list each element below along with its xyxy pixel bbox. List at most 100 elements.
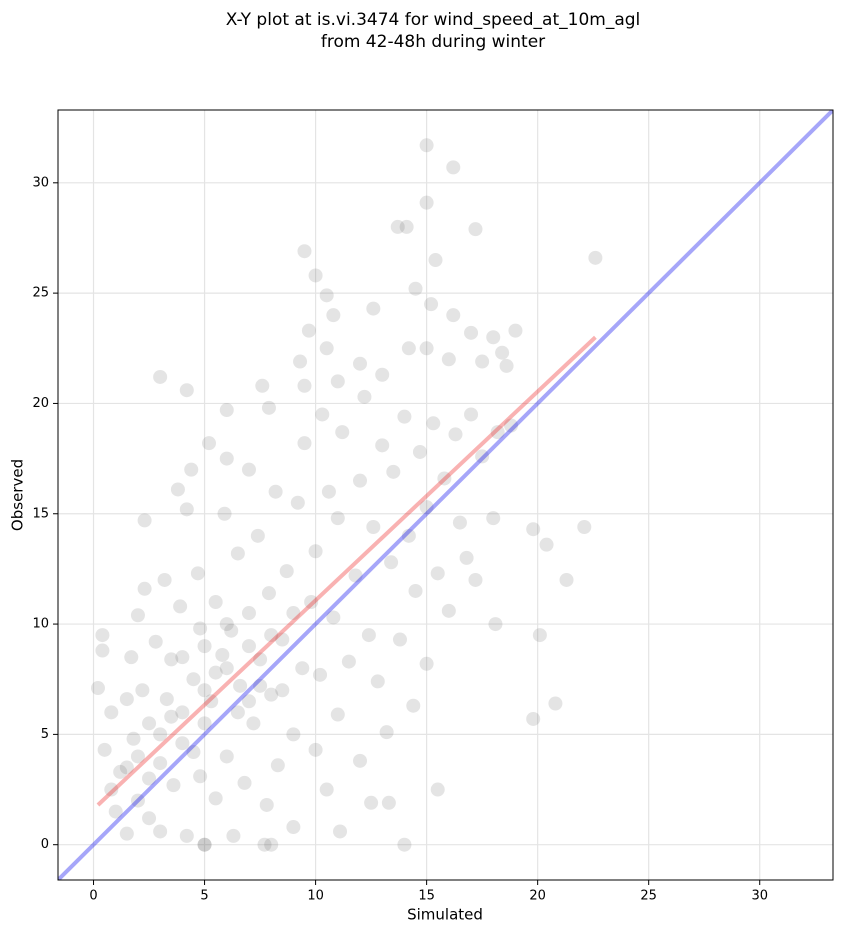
point	[386, 464, 401, 479]
point	[219, 617, 234, 632]
point	[341, 654, 356, 669]
point	[297, 244, 312, 259]
point	[319, 341, 334, 356]
point	[446, 160, 461, 175]
plot-frame	[57, 109, 834, 881]
point	[286, 727, 301, 742]
point	[170, 482, 185, 497]
point	[264, 837, 279, 852]
point	[577, 519, 592, 534]
point	[319, 288, 334, 303]
point	[186, 745, 201, 760]
point	[321, 484, 336, 499]
point	[397, 409, 412, 424]
x-tick-label: 5	[200, 889, 208, 904]
point	[166, 778, 181, 793]
point	[193, 621, 208, 636]
x-tick-label: 15	[418, 889, 435, 904]
point	[173, 599, 188, 614]
x-tick-label: 0	[89, 889, 97, 904]
point	[488, 617, 503, 632]
point	[430, 566, 445, 581]
fit-line	[96, 335, 597, 807]
point	[366, 519, 381, 534]
y-tick-label: 20	[32, 396, 49, 411]
point	[504, 418, 519, 433]
x-tick-label: 30	[751, 889, 768, 904]
point	[397, 837, 412, 852]
point	[208, 791, 223, 806]
fit-line	[58, 110, 833, 880]
point	[197, 837, 212, 852]
point	[353, 356, 368, 371]
point	[157, 572, 172, 587]
point	[424, 297, 439, 312]
y-tick-label: 15	[32, 506, 49, 521]
point	[495, 345, 510, 360]
point	[384, 555, 399, 570]
point	[295, 661, 310, 676]
point	[130, 749, 145, 764]
point	[204, 694, 219, 709]
point	[375, 438, 390, 453]
point	[428, 253, 443, 268]
point	[308, 544, 323, 559]
point	[164, 652, 179, 667]
point	[357, 389, 372, 404]
point	[130, 608, 145, 623]
point	[230, 705, 245, 720]
point	[197, 683, 212, 698]
point	[588, 250, 603, 265]
point	[184, 462, 199, 477]
point	[270, 758, 285, 773]
point	[370, 674, 385, 689]
point	[137, 513, 152, 528]
point	[253, 678, 268, 693]
point	[90, 681, 105, 696]
point	[95, 628, 110, 643]
point	[119, 760, 134, 775]
point	[219, 403, 234, 418]
point	[326, 610, 341, 625]
point	[261, 586, 276, 601]
point	[237, 775, 252, 790]
point	[135, 683, 150, 698]
point	[97, 742, 112, 757]
point	[297, 436, 312, 451]
point	[197, 716, 212, 731]
point	[219, 749, 234, 764]
point	[217, 506, 232, 521]
point	[379, 725, 394, 740]
chart-subtitle: from 42-48h during winter	[321, 32, 545, 52]
point	[259, 797, 274, 812]
point	[401, 341, 416, 356]
point	[408, 583, 423, 598]
point	[153, 824, 168, 839]
point	[330, 707, 345, 722]
point	[468, 572, 483, 587]
point	[119, 826, 134, 841]
y-tick-label: 5	[41, 727, 49, 742]
point	[559, 572, 574, 587]
y-tick-label: 0	[41, 837, 49, 852]
point	[392, 632, 407, 647]
point	[419, 656, 434, 671]
point	[164, 709, 179, 724]
point	[268, 484, 283, 499]
point	[246, 716, 261, 731]
point	[275, 632, 290, 647]
point	[364, 795, 379, 810]
point	[124, 650, 139, 665]
point	[197, 639, 212, 654]
chart-title: X-Y plot at is.vi.3474 for wind_speed_at…	[226, 10, 641, 30]
y-axis-label: Observed	[9, 459, 27, 531]
point	[226, 828, 241, 843]
point	[539, 537, 554, 552]
point	[219, 451, 234, 466]
point	[264, 628, 279, 643]
point	[486, 511, 501, 526]
point	[408, 281, 423, 296]
point	[224, 623, 239, 638]
point	[526, 522, 541, 537]
point	[532, 628, 547, 643]
